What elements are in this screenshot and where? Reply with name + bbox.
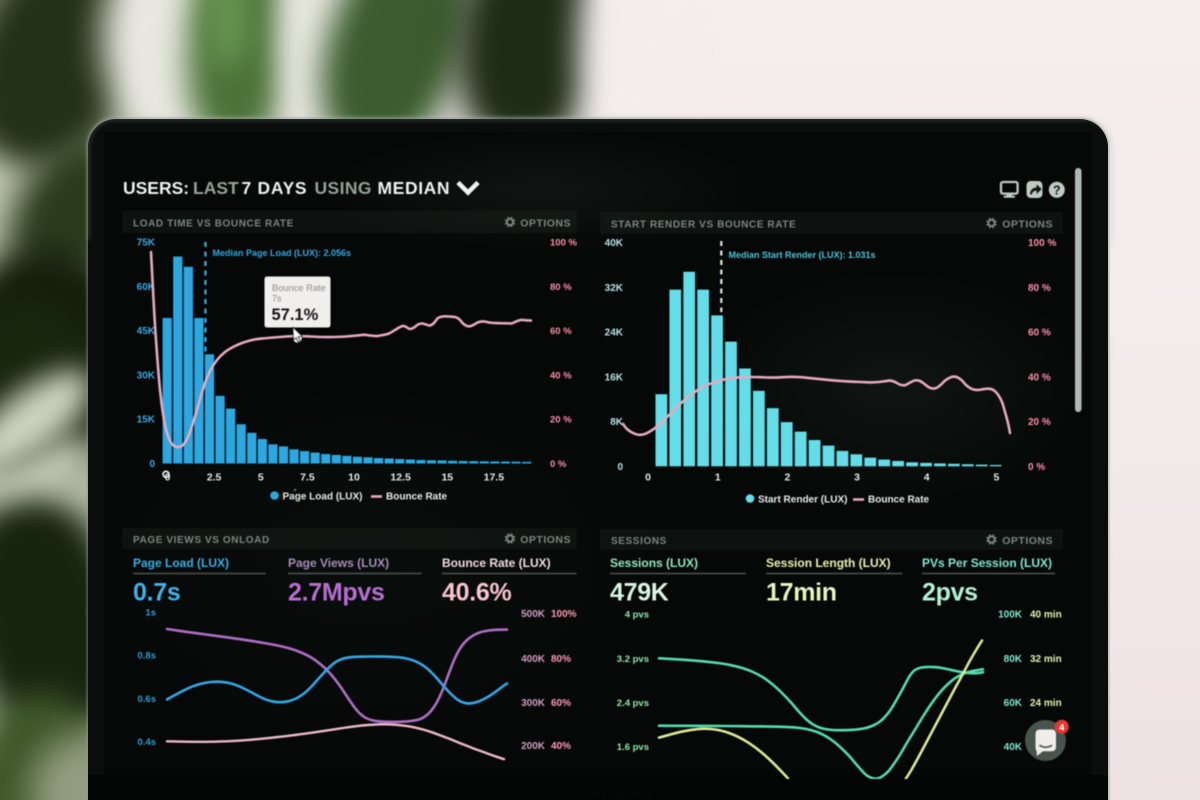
svg-text:OPTIONS: OPTIONS bbox=[520, 534, 571, 546]
svg-text:MacBook Pro: MacBook Pro bbox=[592, 789, 668, 799]
svg-text:60%: 60% bbox=[551, 698, 571, 709]
svg-text:1s: 1s bbox=[145, 607, 156, 618]
svg-text:MEDIAN: MEDIAN bbox=[378, 178, 451, 198]
svg-text:Page Load (LUX): Page Load (LUX) bbox=[133, 556, 229, 570]
svg-text:80 %: 80 % bbox=[550, 282, 572, 293]
svg-text:0: 0 bbox=[645, 472, 651, 484]
svg-text:80 %: 80 % bbox=[1028, 283, 1051, 294]
svg-text:80%: 80% bbox=[551, 654, 571, 665]
svg-text:5: 5 bbox=[993, 472, 999, 484]
svg-text:Sessions (LUX): Sessions (LUX) bbox=[610, 556, 698, 570]
svg-text:PAGE VIEWS VS ONLOAD: PAGE VIEWS VS ONLOAD bbox=[133, 535, 270, 546]
svg-text:1: 1 bbox=[715, 472, 721, 484]
svg-text:7s: 7s bbox=[272, 294, 282, 304]
svg-text:Median Start Render (LUX): 1.0: Median Start Render (LUX): 1.031s bbox=[729, 250, 876, 260]
svg-text:3: 3 bbox=[854, 472, 860, 484]
svg-text:START RENDER VS BOUNCE RATE: START RENDER VS BOUNCE RATE bbox=[611, 220, 796, 231]
svg-text:2.7Mpvs: 2.7Mpvs bbox=[288, 579, 385, 607]
svg-text:0.8s: 0.8s bbox=[138, 650, 157, 661]
svg-text:USING: USING bbox=[315, 178, 372, 198]
svg-text:30K: 30K bbox=[137, 370, 156, 381]
svg-text:10: 10 bbox=[348, 472, 360, 484]
svg-text:300K: 300K bbox=[521, 698, 546, 709]
svg-text:0.6s: 0.6s bbox=[138, 694, 157, 705]
svg-text:3.2 pvs: 3.2 pvs bbox=[617, 654, 649, 665]
svg-text:15K: 15K bbox=[137, 415, 156, 426]
svg-text:Bounce Rate (LUX): Bounce Rate (LUX) bbox=[442, 556, 551, 570]
svg-text:16K: 16K bbox=[605, 372, 624, 383]
svg-text:500K: 500K bbox=[521, 609, 546, 620]
svg-text:Page Views (LUX): Page Views (LUX) bbox=[288, 556, 389, 570]
svg-text:SESSIONS: SESSIONS bbox=[611, 536, 667, 547]
svg-text:Median Page Load (LUX): 2.056s: Median Page Load (LUX): 2.056s bbox=[213, 248, 352, 258]
svg-text:0.4s: 0.4s bbox=[138, 737, 157, 748]
svg-text:5: 5 bbox=[258, 472, 264, 484]
svg-text:8K: 8K bbox=[610, 417, 624, 428]
svg-text:0.7s: 0.7s bbox=[133, 579, 180, 607]
svg-text:OPTIONS: OPTIONS bbox=[1002, 219, 1053, 231]
svg-text:60K: 60K bbox=[1004, 698, 1023, 709]
svg-text:1.6 pvs: 1.6 pvs bbox=[617, 742, 649, 753]
svg-text:0 %: 0 % bbox=[1028, 462, 1045, 473]
svg-text:60 %: 60 % bbox=[550, 326, 572, 337]
svg-text:32K: 32K bbox=[605, 283, 624, 294]
svg-text:2.5: 2.5 bbox=[207, 472, 222, 484]
svg-text:Session Length (LUX): Session Length (LUX) bbox=[766, 556, 891, 570]
svg-text:OPTIONS: OPTIONS bbox=[1002, 535, 1053, 547]
svg-text:40 %: 40 % bbox=[1028, 372, 1051, 383]
svg-text:45K: 45K bbox=[137, 326, 156, 337]
svg-text:OPTIONS: OPTIONS bbox=[520, 218, 571, 230]
svg-text:40 min: 40 min bbox=[1030, 610, 1062, 621]
svg-text:2.4 pvs: 2.4 pvs bbox=[617, 698, 649, 709]
svg-text:479K: 479K bbox=[610, 579, 669, 607]
svg-text:100K: 100K bbox=[998, 610, 1023, 621]
svg-text:32 min: 32 min bbox=[1030, 654, 1062, 665]
svg-text:40K: 40K bbox=[605, 238, 624, 249]
svg-text:17min: 17min bbox=[766, 579, 837, 607]
svg-text:Start Render (LUX): Start Render (LUX) bbox=[758, 495, 847, 506]
svg-text:80K: 80K bbox=[1004, 654, 1023, 665]
svg-text:4: 4 bbox=[924, 472, 930, 484]
svg-text:Bounce Rate: Bounce Rate bbox=[272, 283, 326, 293]
svg-text:4: 4 bbox=[1059, 722, 1065, 733]
svg-text:200K: 200K bbox=[521, 741, 546, 752]
svg-text:LAST: LAST bbox=[193, 178, 239, 198]
svg-text:Bounce Rate: Bounce Rate bbox=[868, 495, 930, 506]
svg-text:400K: 400K bbox=[521, 654, 546, 665]
svg-text:12.5: 12.5 bbox=[390, 472, 411, 484]
svg-text:60 %: 60 % bbox=[1028, 328, 1051, 339]
svg-text:7.5: 7.5 bbox=[300, 472, 315, 484]
svg-text:24K: 24K bbox=[605, 328, 624, 339]
svg-text:Page Load (LUX): Page Load (LUX) bbox=[283, 492, 363, 503]
svg-text:100 %: 100 % bbox=[550, 238, 577, 249]
svg-text:40K: 40K bbox=[1004, 742, 1023, 753]
svg-text:20 %: 20 % bbox=[550, 415, 572, 426]
svg-text:75K: 75K bbox=[137, 238, 156, 249]
svg-text:40%: 40% bbox=[551, 741, 571, 752]
svg-text:20 %: 20 % bbox=[1028, 417, 1051, 428]
svg-text:57.1%: 57.1% bbox=[272, 306, 319, 324]
svg-text:24 min: 24 min bbox=[1030, 698, 1062, 709]
svg-text:?: ? bbox=[1053, 183, 1061, 197]
svg-text:2pvs: 2pvs bbox=[922, 579, 978, 607]
svg-text:0 %: 0 % bbox=[550, 459, 567, 470]
svg-text:2: 2 bbox=[784, 472, 790, 484]
svg-text:Bounce Rate: Bounce Rate bbox=[386, 492, 448, 503]
svg-text:15: 15 bbox=[441, 472, 453, 484]
svg-text:60K: 60K bbox=[137, 282, 156, 293]
svg-text:0: 0 bbox=[149, 459, 155, 470]
svg-text:4 pvs: 4 pvs bbox=[625, 610, 649, 621]
svg-text:0: 0 bbox=[617, 462, 623, 473]
svg-text:100%: 100% bbox=[551, 609, 577, 620]
svg-text:PVs Per Session (LUX): PVs Per Session (LUX) bbox=[922, 556, 1052, 570]
svg-text:USERS:: USERS: bbox=[123, 178, 189, 198]
svg-text:7 DAYS: 7 DAYS bbox=[242, 178, 308, 198]
svg-text:17.5: 17.5 bbox=[484, 472, 505, 484]
svg-text:40.6%: 40.6% bbox=[442, 579, 511, 607]
svg-text:40 %: 40 % bbox=[550, 370, 572, 381]
svg-text:100 %: 100 % bbox=[1028, 238, 1056, 249]
svg-text:LOAD TIME VS BOUNCE RATE: LOAD TIME VS BOUNCE RATE bbox=[133, 219, 294, 230]
